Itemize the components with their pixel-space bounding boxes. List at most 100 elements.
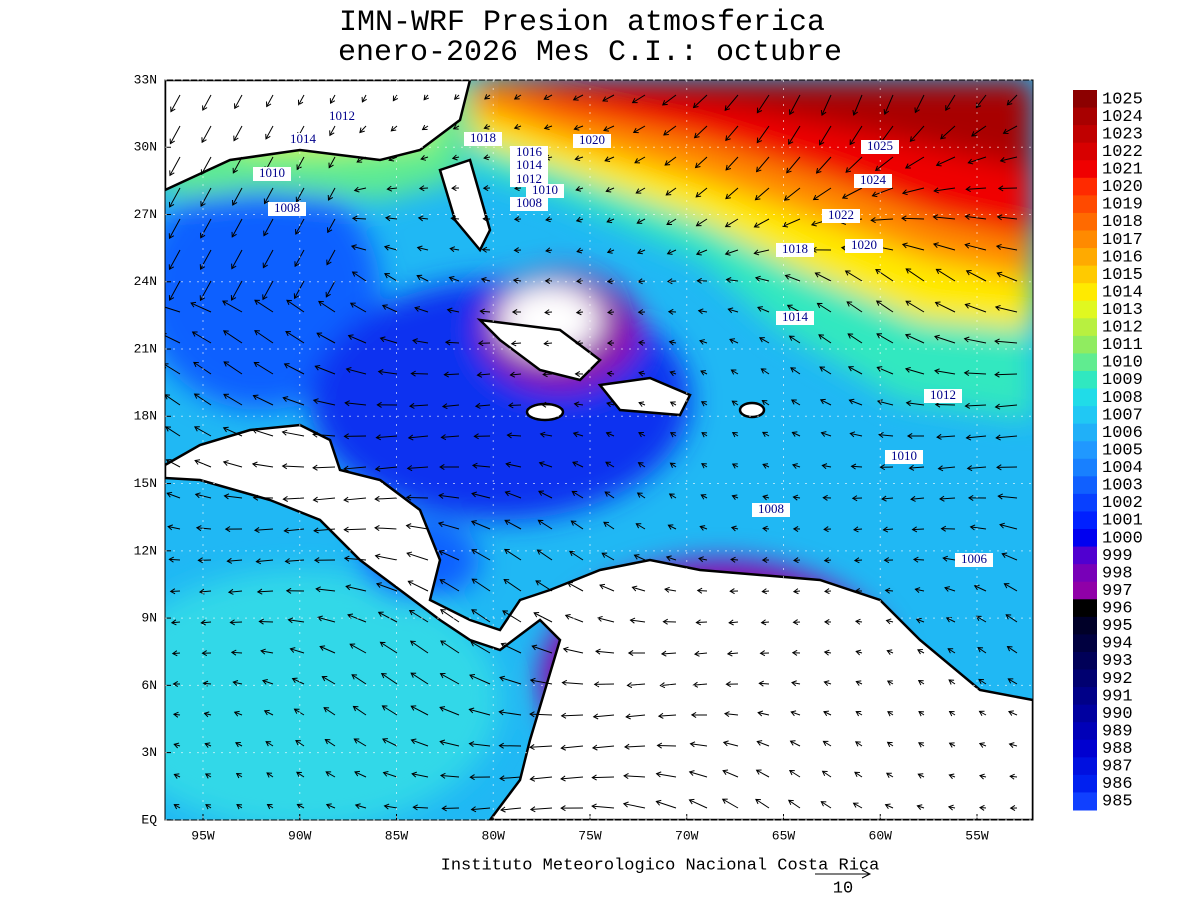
contour-label-box	[253, 167, 291, 181]
wind-arrow-head	[701, 463, 707, 469]
wind-arrow-head	[819, 139, 825, 146]
contour-label-box	[526, 184, 564, 198]
wind-arrow-head	[560, 775, 566, 782]
wind-arrow-head	[756, 107, 763, 114]
wind-arrow	[285, 331, 305, 344]
wind-arrow-head	[698, 556, 704, 563]
wind-arrow	[626, 714, 646, 718]
wind-arrow	[790, 367, 801, 375]
wind-arrow-head	[789, 109, 795, 116]
wind-arrow-head	[544, 277, 551, 284]
wind-arrow	[514, 94, 522, 100]
wind-arrow	[502, 610, 522, 623]
wind-arrow-head	[351, 271, 358, 277]
wind-arrow-head	[567, 582, 573, 588]
wind-arrow-head	[573, 401, 580, 408]
wind-arrow-head	[906, 432, 913, 439]
wind-arrow	[845, 156, 863, 173]
wind-arrow	[824, 651, 832, 654]
wind-arrow	[966, 435, 987, 439]
wind-arrow-head	[440, 640, 446, 646]
wind-arrow-head	[529, 775, 536, 782]
colorbar-label: 987	[1102, 758, 1133, 777]
wind-arrow-head	[668, 493, 675, 499]
colorbar-label: 992	[1102, 670, 1133, 689]
wind-arrow	[200, 280, 212, 301]
wind-arrow	[174, 804, 181, 809]
wind-arrow-head	[934, 334, 940, 341]
wind-arrow-head	[876, 399, 883, 406]
wind-arrow-head	[755, 769, 762, 775]
wind-arrow-head	[531, 644, 538, 651]
wind-arrow-head	[759, 337, 765, 343]
wind-arrow	[817, 302, 832, 313]
wind-arrow	[725, 187, 739, 200]
wind-arrow-head	[388, 155, 395, 162]
wind-arrow-head	[604, 156, 611, 162]
wind-arrow-head	[409, 640, 416, 646]
wind-arrow	[378, 370, 398, 375]
wind-arrow	[849, 125, 863, 145]
wind-arrow	[200, 218, 212, 239]
wind-arrow	[786, 156, 801, 174]
wind-arrow-head	[390, 125, 397, 132]
wind-arrow	[356, 156, 367, 163]
wind-arrow	[979, 775, 987, 778]
wind-arrow	[264, 187, 274, 204]
wind-arrow	[345, 402, 367, 406]
wind-arrow-head	[978, 710, 985, 716]
wind-arrow-head	[912, 556, 919, 563]
wind-arrow-head	[901, 189, 908, 196]
wind-arrow	[193, 361, 212, 375]
wind-arrow-head	[996, 214, 1003, 221]
wind-arrow-head	[966, 465, 973, 472]
wind-arrow	[417, 246, 429, 251]
wind-arrow-head	[604, 491, 611, 497]
wind-arrow	[165, 364, 181, 375]
wind-arrow-head	[509, 371, 516, 378]
wind-arrow	[440, 774, 460, 778]
wind-arrow	[418, 217, 429, 220]
wind-arrow	[353, 706, 367, 716]
wind-arrow-head	[168, 264, 175, 271]
wind-arrow-head	[377, 369, 384, 376]
wind-arrow-head	[935, 268, 942, 275]
wind-arrow	[344, 528, 367, 531]
wind-arrow-head	[168, 295, 175, 301]
wind-arrow-head	[932, 214, 939, 221]
wind-arrow	[723, 741, 739, 747]
wind-arrow-head	[374, 465, 381, 472]
wind-arrow-head	[470, 520, 477, 526]
wind-arrow-head	[321, 676, 328, 682]
wind-arrow-head	[823, 557, 830, 564]
wind-arrow-head	[263, 230, 269, 237]
wind-arrow-head	[996, 271, 1003, 278]
wind-arrow	[695, 156, 708, 168]
wind-arrow	[354, 187, 367, 191]
wind-arrow	[359, 125, 367, 133]
wind-arrow-head	[171, 650, 178, 657]
wind-arrow	[823, 711, 832, 716]
wind-arrow-head	[449, 246, 456, 253]
wind-arrow	[758, 712, 770, 716]
wind-arrow-head	[1002, 128, 1009, 135]
wind-arrow	[638, 432, 646, 437]
wind-arrow	[974, 585, 987, 592]
wind-arrow-head	[854, 618, 861, 625]
wind-arrow-head	[499, 675, 505, 682]
wind-arrow	[664, 588, 677, 592]
wind-arrow-head	[940, 525, 947, 532]
wind-arrow-head	[853, 557, 860, 564]
wind-arrow	[265, 741, 274, 747]
wind-arrow	[1000, 156, 1018, 162]
wind-arrow	[792, 431, 801, 437]
wind-arrow	[637, 249, 646, 254]
wind-arrow	[169, 125, 181, 144]
wind-arrow	[499, 711, 522, 716]
wind-arrow	[607, 280, 615, 283]
wind-arrow	[816, 156, 832, 174]
wind-arrow	[408, 580, 429, 592]
wind-arrow	[850, 432, 863, 437]
wind-arrow	[886, 772, 894, 778]
wind-arrow-head	[965, 186, 971, 193]
